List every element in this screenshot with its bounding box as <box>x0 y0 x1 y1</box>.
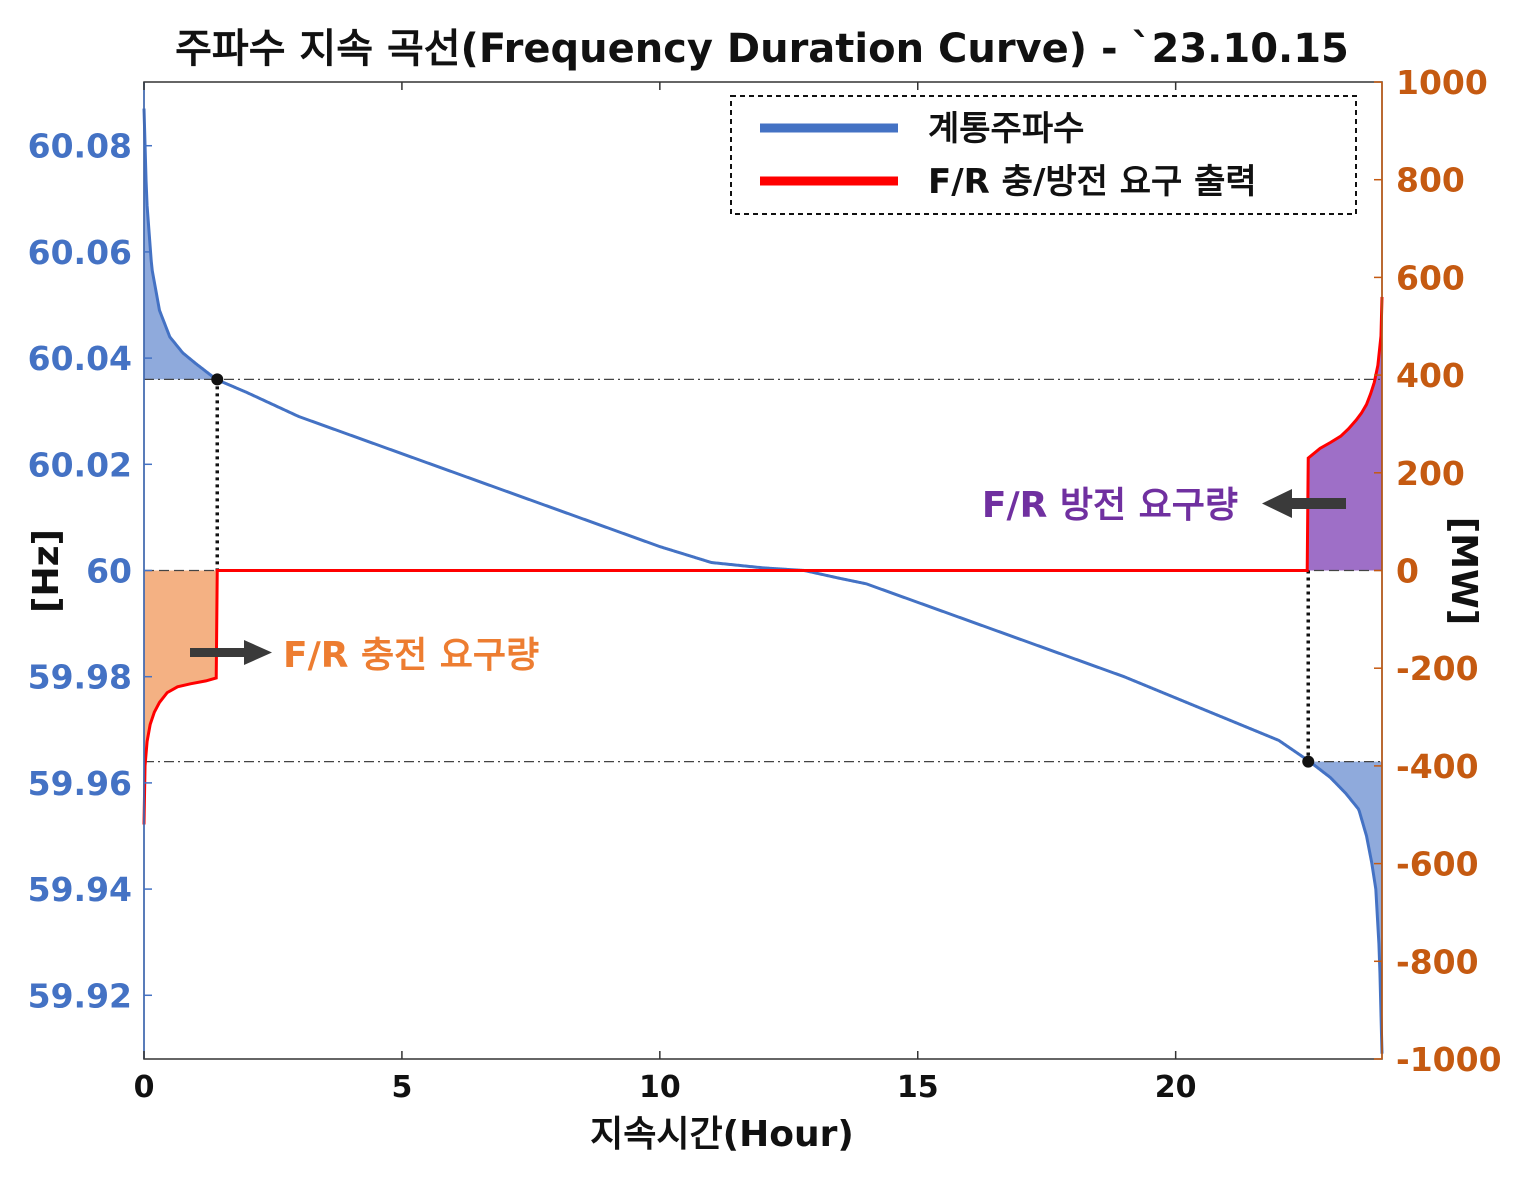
chart-title: 주파수 지속 곡선(Frequency Duration Curve) - `2… <box>175 26 1349 72</box>
left-tick-label: 60.02 <box>28 445 132 484</box>
right-tick-label: 600 <box>1396 258 1465 297</box>
right-tick-label: 0 <box>1396 552 1419 591</box>
legend-label-fr-output: F/R 충/방전 요구 출력 <box>928 162 1257 202</box>
x-tick-label: 10 <box>639 1070 681 1105</box>
legend-box <box>730 95 1357 215</box>
right-tick-label: 1000 <box>1396 63 1488 102</box>
left-tick-label: 59.98 <box>28 658 132 697</box>
x-tick-label: 15 <box>897 1070 939 1105</box>
right-tick-label: -400 <box>1396 747 1479 786</box>
series-line-frequency <box>142 108 1384 1054</box>
left-tick-label: 60.06 <box>28 233 132 272</box>
legend: 계통주파수 F/R 충/방전 요구 출력 <box>730 95 1357 215</box>
left-tick-label: 60.08 <box>28 127 132 166</box>
fill-high-frequency <box>144 108 218 380</box>
discharge-annotation-label: F/R 방전 요구량 <box>982 485 1238 526</box>
discharge-annotation: F/R 방전 요구량 <box>982 485 1346 526</box>
left-tick-label: 59.92 <box>28 976 132 1015</box>
x-tick-label: 5 <box>391 1070 412 1105</box>
right-tick-label: 200 <box>1396 454 1465 493</box>
marker-lower-threshold <box>1302 755 1315 768</box>
x-axis-label: 지속시간(Hour) <box>590 1114 854 1155</box>
x-tick-label: 20 <box>1155 1070 1197 1105</box>
right-tick-label: -200 <box>1396 649 1479 688</box>
legend-label-frequency: 계통주파수 <box>928 109 1084 149</box>
fill-low-frequency <box>1308 760 1382 1034</box>
charge-arrow-shaft <box>190 648 246 657</box>
charge-arrow-head <box>244 640 272 665</box>
left-tick-label: 60 <box>86 552 132 591</box>
left-axis-label: [Hz] <box>26 529 67 613</box>
right-axis-label: [MW] <box>1443 517 1484 625</box>
left-tick-label: 59.96 <box>28 764 132 803</box>
right-tick-label: -800 <box>1396 942 1479 981</box>
right-tick-label: 400 <box>1396 356 1465 395</box>
fill-discharge-requirement <box>1308 316 1382 571</box>
right-tick-label: -600 <box>1396 845 1479 884</box>
fill-charge-requirement <box>144 570 217 825</box>
marker-upper-threshold <box>211 373 224 386</box>
discharge-arrow-head <box>1262 489 1292 518</box>
left-tick-label: 60.04 <box>28 339 132 378</box>
discharge-arrow-shaft <box>1290 498 1346 509</box>
right-tick-label: 800 <box>1396 161 1465 200</box>
threshold-markers <box>211 373 1315 768</box>
charge-annotation: F/R 충전 요구량 <box>190 635 539 676</box>
series-line-fr-output <box>142 296 1384 825</box>
left-tick-label: 59.94 <box>28 870 132 909</box>
right-tick-label: -1000 <box>1396 1040 1502 1079</box>
ticks: 0 5 10 15 20 60.08 60.06 60.04 60.02 60 59.98 59.96… <box>28 63 1502 1105</box>
series-layer <box>142 108 1384 1054</box>
charge-annotation-label: F/R 충전 요구량 <box>283 635 539 676</box>
x-tick-label: 0 <box>134 1070 155 1105</box>
